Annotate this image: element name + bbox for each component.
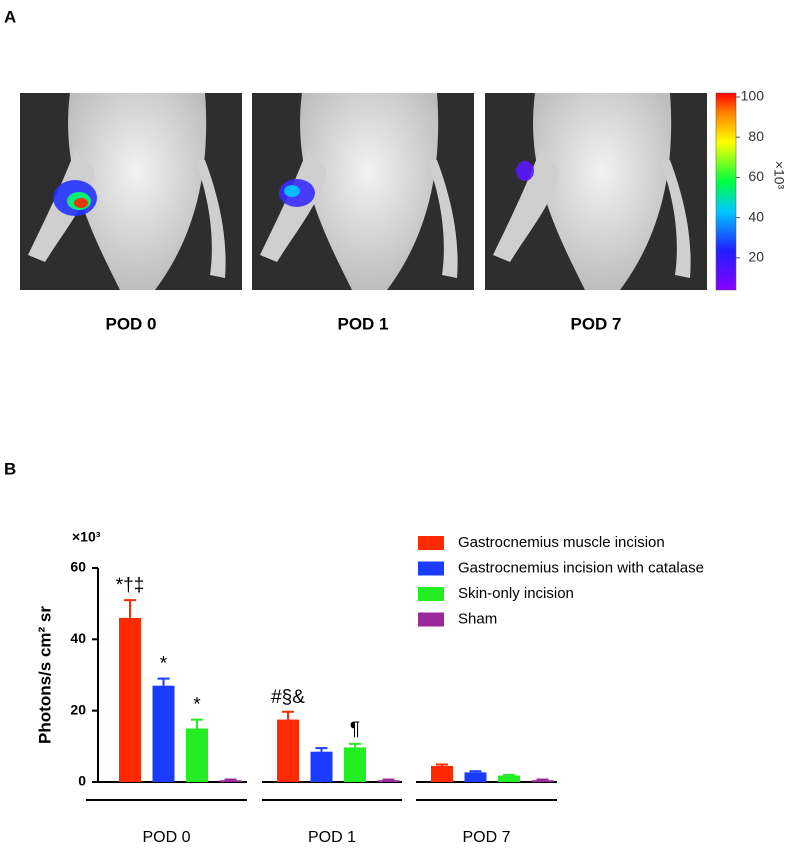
legend-label: Skin-only incision <box>458 585 574 602</box>
colorbar-unit: ×10³ <box>771 161 787 190</box>
significance-label: ¶ <box>350 719 360 740</box>
bar <box>277 719 299 782</box>
x-tick-label: POD 7 <box>462 829 510 846</box>
legend-label: Sham <box>458 610 497 627</box>
error-bar <box>191 718 203 729</box>
legend-label: Gastrocnemius muscle incision <box>458 534 665 551</box>
error-bar <box>157 677 170 686</box>
animal-leg <box>660 160 691 278</box>
error-bar <box>382 778 395 781</box>
image-caption: POD 7 <box>570 314 621 333</box>
colorbar <box>715 92 737 291</box>
signal <box>516 161 534 181</box>
significance-label: * <box>193 695 201 716</box>
signal <box>74 198 88 208</box>
bar <box>431 765 453 782</box>
image-caption: POD 1 <box>337 314 388 333</box>
colorbar-tick-label: 60 <box>748 168 764 184</box>
y-tick-label: 20 <box>70 701 86 717</box>
y-axis-label: Photons/s cm² sr <box>35 606 54 744</box>
animal <box>533 93 672 290</box>
signal <box>284 185 300 197</box>
error-bar <box>315 747 328 752</box>
error-bar <box>436 763 448 766</box>
legend-swatch <box>418 536 444 550</box>
animal <box>68 93 207 290</box>
legend-swatch <box>418 612 444 627</box>
bar <box>219 780 242 782</box>
significance-label: *†‡ <box>116 575 145 596</box>
bar <box>498 775 520 782</box>
bar <box>152 685 175 782</box>
legend-swatch <box>418 587 444 601</box>
bar <box>310 751 333 782</box>
significance-label: * <box>160 654 168 675</box>
bar <box>186 728 208 782</box>
error-bar <box>503 773 515 776</box>
y-unit: ×10³ <box>72 529 101 545</box>
colorbar-tick-label: 20 <box>748 249 764 265</box>
legend-swatch <box>418 561 444 576</box>
y-tick-label: 40 <box>70 630 86 646</box>
colorbar-tick-label: 40 <box>748 208 764 224</box>
bar <box>119 617 141 782</box>
error-bar <box>282 710 294 720</box>
panel-label: B <box>4 459 16 478</box>
error-bar <box>124 599 136 618</box>
colorbar-tick-label: 80 <box>748 128 764 144</box>
error-bar <box>349 742 361 748</box>
x-tick-label: POD 1 <box>308 829 356 846</box>
y-tick-label: 60 <box>70 559 86 575</box>
error-bar <box>469 770 482 773</box>
error-bar <box>536 778 549 781</box>
error-bar <box>224 778 237 781</box>
panel-label: A <box>4 7 16 26</box>
x-tick-label: POD 0 <box>142 829 190 846</box>
image-caption: POD 0 <box>105 314 156 333</box>
animal <box>300 93 439 290</box>
bar <box>344 747 366 782</box>
legend-label: Gastrocnemius incision with catalase <box>458 559 704 576</box>
animal-leg <box>493 150 560 262</box>
animal-leg <box>427 160 458 278</box>
colorbar-tick-label: 100 <box>741 88 765 104</box>
significance-label: #§& <box>271 687 305 708</box>
y-tick-label: 0 <box>78 773 86 789</box>
animal-leg <box>195 160 226 278</box>
bar <box>531 780 554 782</box>
bar <box>464 772 487 782</box>
bar <box>377 780 400 782</box>
